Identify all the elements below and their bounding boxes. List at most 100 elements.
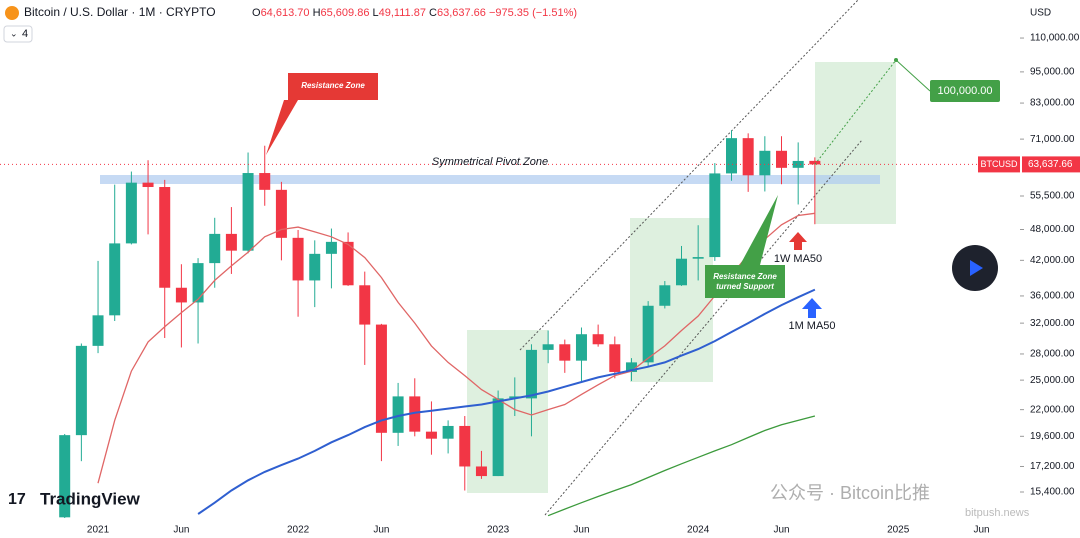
- candle-body: [275, 189, 287, 238]
- candle-body: [559, 344, 571, 361]
- arrow: [789, 232, 807, 250]
- target-connector: [895, 59, 931, 92]
- candle-body: [675, 258, 687, 286]
- symbol-box: [978, 156, 1020, 173]
- target-label: 100,000.00: [937, 85, 992, 97]
- y-tick-label: 55,500.00: [1030, 191, 1075, 202]
- callout: [705, 195, 785, 298]
- callout: [266, 73, 378, 155]
- candle-body: [542, 344, 554, 350]
- watermark: 公众号 · Bitcoin比推: [770, 483, 930, 503]
- candle-body: [459, 425, 471, 467]
- candle-body: [392, 396, 404, 433]
- plot: [0, 59, 1020, 518]
- y-tick-label: 48,000.00: [1030, 224, 1075, 235]
- indicator-count: 4: [22, 28, 28, 40]
- candle-body: [492, 398, 504, 477]
- annotation: turned Support: [716, 282, 774, 291]
- candle-body: [659, 285, 671, 306]
- arrow: [802, 298, 822, 318]
- y-tick-label: 32,000.00: [1030, 318, 1075, 329]
- candle-body: [759, 150, 771, 176]
- currency: USD: [1030, 8, 1051, 19]
- y-tick-label: 71,000.00: [1030, 134, 1075, 145]
- candle-body: [425, 431, 437, 439]
- watermark: bitpush.news: [965, 507, 1030, 519]
- x-tick-label: 2022: [287, 525, 310, 536]
- price-label: 63,637.66: [1028, 159, 1073, 170]
- candle-body: [109, 243, 121, 316]
- candle-body: [776, 150, 788, 168]
- candle-body: [525, 349, 537, 399]
- y-tick-label: 28,000.00: [1030, 349, 1075, 360]
- candle-body: [625, 362, 637, 372]
- candle-body: [809, 160, 821, 165]
- candle-body: [442, 425, 454, 439]
- candle-body: [792, 160, 804, 168]
- candle-body: [209, 233, 221, 264]
- candle-body: [375, 324, 387, 433]
- coin-icon: [5, 6, 19, 20]
- y-tick-label: 42,000.00: [1030, 255, 1075, 266]
- symbol-title: Bitcoin / U.S. Dollar · 1M · CRYPTO: [24, 5, 216, 19]
- ma-line: [547, 415, 816, 517]
- candle-body: [342, 241, 354, 286]
- candle-body: [59, 435, 71, 518]
- target-box: [930, 80, 1000, 102]
- candle-body: [409, 396, 421, 432]
- candle-body: [292, 237, 304, 281]
- candle-body: [242, 173, 254, 251]
- brand-logo: 17: [8, 491, 26, 508]
- y-tick-label: 95,000.00: [1030, 67, 1075, 78]
- ohlc: O64,613.70 H65,609.86 L49,111.87 C63,637…: [252, 7, 577, 19]
- candle-body: [692, 257, 704, 259]
- candle-body: [359, 285, 371, 325]
- projection-box: [815, 62, 896, 224]
- candle-body: [92, 315, 104, 346]
- x-tick-label: 2025: [887, 525, 910, 536]
- candle-body: [125, 182, 137, 244]
- candle-body: [575, 334, 587, 361]
- y-tick-label: 36,000.00: [1030, 291, 1075, 302]
- y-tick-label: 25,000.00: [1030, 375, 1075, 386]
- annotation: Resistance Zone: [713, 272, 777, 281]
- x-tick-label: Jun: [973, 525, 989, 536]
- x-tick-label: Jun: [373, 525, 389, 536]
- candle-body: [142, 182, 154, 188]
- x-tick-label: Jun: [173, 525, 189, 536]
- candle-body: [475, 466, 487, 477]
- channel-line: [519, 0, 859, 351]
- annotation: Resistance Zone: [301, 81, 365, 90]
- y-tick-label: 83,000.00: [1030, 98, 1075, 109]
- line-label: 1W MA50: [774, 253, 822, 265]
- ma-line: [97, 212, 815, 484]
- candle-body: [709, 173, 721, 258]
- channel-line: [544, 139, 863, 516]
- y-tick-label: 110,000.00: [1030, 33, 1080, 44]
- x-tick-label: Jun: [573, 525, 589, 536]
- pivot-zone: [100, 175, 880, 184]
- candle-body: [159, 187, 171, 288]
- x-tick-label: 2024: [687, 525, 710, 536]
- price-box: [1022, 156, 1080, 173]
- play-icon: [970, 260, 983, 276]
- candle-body: [742, 138, 754, 176]
- candle-body: [325, 241, 337, 254]
- candle-body: [609, 344, 621, 372]
- candle-body: [225, 233, 237, 251]
- projection-box: [630, 218, 713, 382]
- candle-body: [642, 305, 654, 363]
- annotation: Symmetrical Pivot Zone: [432, 156, 548, 168]
- y-tick-label: 19,600.00: [1030, 431, 1075, 442]
- y-tick-label: 17,200.00: [1030, 461, 1075, 472]
- x-tick-label: 2021: [87, 525, 110, 536]
- candle-body: [192, 263, 204, 303]
- indicator-toggle[interactable]: [3, 25, 33, 43]
- candle-body: [592, 334, 604, 345]
- candle-body: [75, 345, 87, 436]
- y-tick-label: 22,000.00: [1030, 404, 1075, 415]
- candle-body: [259, 173, 271, 190]
- chevron: ⌄: [10, 28, 18, 38]
- ma-line: [197, 288, 816, 515]
